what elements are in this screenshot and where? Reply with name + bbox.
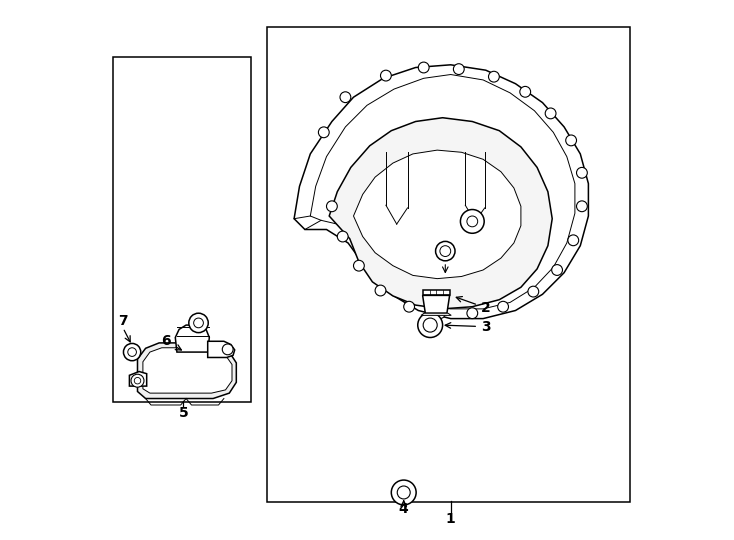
Circle shape [440,246,451,256]
Circle shape [338,231,348,242]
Circle shape [319,127,330,138]
Circle shape [123,343,141,361]
Polygon shape [423,290,450,295]
Circle shape [576,167,587,178]
Circle shape [327,201,338,212]
Circle shape [194,318,203,328]
Polygon shape [310,75,575,309]
Circle shape [528,286,539,297]
Circle shape [435,308,446,319]
Text: 4: 4 [399,502,409,516]
Circle shape [467,216,478,227]
Circle shape [489,71,499,82]
Circle shape [354,260,364,271]
Polygon shape [175,325,209,352]
Circle shape [418,62,429,73]
Circle shape [404,301,415,312]
Circle shape [397,486,410,499]
Circle shape [375,285,386,296]
Text: 2: 2 [457,296,490,315]
Circle shape [460,210,484,233]
Circle shape [520,86,531,97]
Text: 1: 1 [446,512,456,526]
Circle shape [391,480,416,505]
Circle shape [189,313,208,333]
Polygon shape [354,150,521,279]
Circle shape [545,108,556,119]
Text: 6: 6 [161,334,181,350]
Circle shape [222,344,233,355]
Circle shape [128,348,137,356]
Circle shape [498,301,509,312]
Polygon shape [137,343,236,399]
Circle shape [418,313,443,338]
Text: 3: 3 [445,320,490,334]
Bar [267,27,630,502]
Circle shape [576,201,587,212]
Polygon shape [143,348,232,393]
Polygon shape [208,341,235,357]
Bar [113,57,251,402]
Polygon shape [294,65,589,319]
Polygon shape [330,118,552,309]
Polygon shape [423,295,450,313]
Polygon shape [421,313,451,315]
Circle shape [435,241,455,261]
Text: 5: 5 [178,406,189,420]
Circle shape [424,318,437,332]
Circle shape [134,377,141,384]
Circle shape [340,92,351,103]
Circle shape [566,135,576,146]
Circle shape [552,265,562,275]
Circle shape [380,70,391,81]
Circle shape [467,308,478,319]
Circle shape [131,374,144,387]
Text: 7: 7 [118,314,128,328]
Polygon shape [129,372,147,386]
Circle shape [568,235,578,246]
Circle shape [454,64,464,75]
